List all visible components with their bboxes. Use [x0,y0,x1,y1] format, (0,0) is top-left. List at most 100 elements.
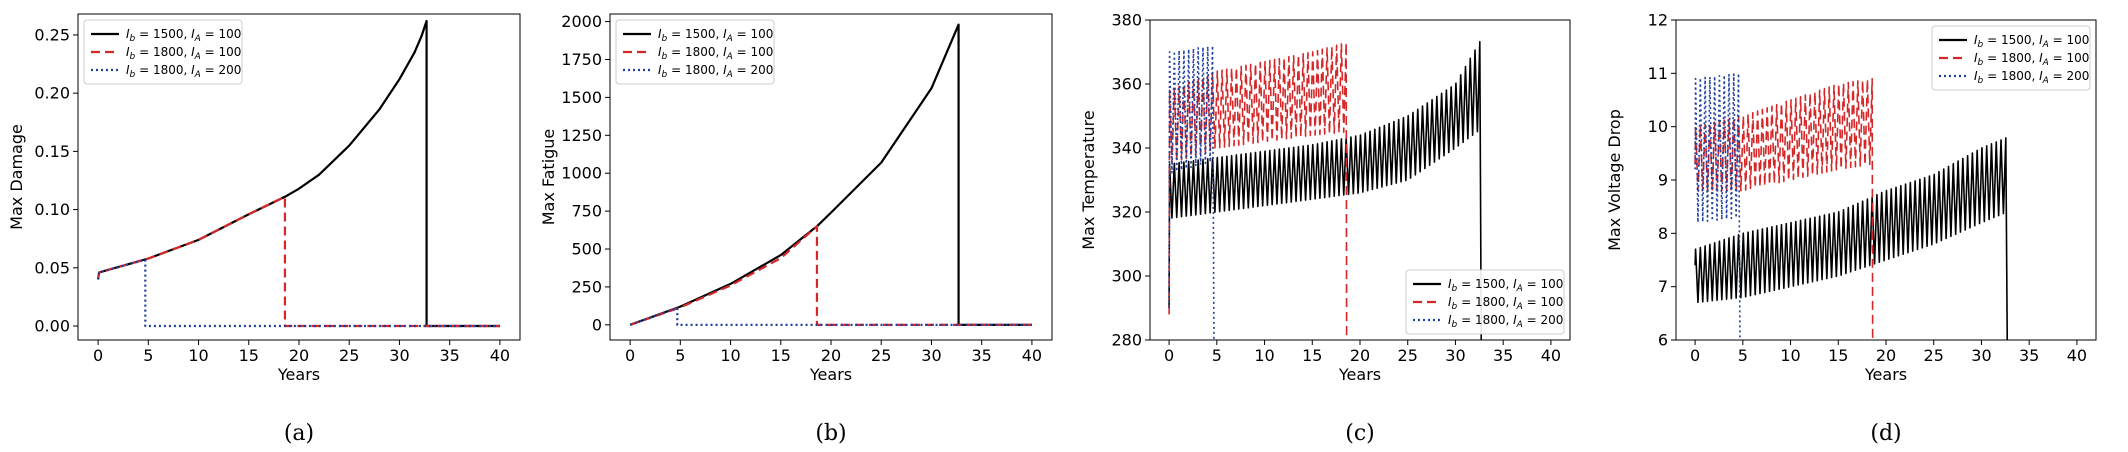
x-tick-label: 5 [1738,346,1748,365]
x-tick-label: 15 [771,346,791,365]
x-tick-label: 0 [1690,346,1700,365]
x-tick-label: 0 [625,346,635,365]
x-axis-label: Years [1338,365,1381,384]
y-tick-label: 340 [1111,139,1142,158]
x-tick-label: 25 [871,346,891,365]
y-tick-label: 1250 [561,126,602,145]
x-tick-label: 40 [490,346,510,365]
panel-caption: (a) [284,421,314,446]
legend-label: Ib = 1800, IA = 100 [126,45,241,62]
x-tick-label: 15 [1828,346,1848,365]
panel-caption: (c) [1345,421,1375,446]
x-axis-label: Years [277,365,320,384]
series-line-3 [1694,72,1741,340]
x-tick-label: 35 [2019,346,2039,365]
y-tick-label: 380 [1111,11,1142,30]
y-tick-label: 300 [1111,267,1142,286]
legend-label: Ib = 1800, IA = 200 [126,63,241,80]
y-tick-label: 0.25 [34,25,70,44]
x-tick-label: 30 [1445,346,1465,365]
legend-label: Ib = 1800, IA = 200 [1974,69,2089,86]
y-tick-label: 750 [571,202,602,221]
y-tick-label: 9 [1658,171,1668,190]
legend-box [83,19,243,85]
y-tick-label: 11 [1648,64,1668,83]
x-tick-label: 40 [1022,346,1042,365]
y-tick-label: 320 [1111,203,1142,222]
y-tick-label: 280 [1111,331,1142,350]
y-tick-label: 0.20 [34,84,70,103]
series-line-2 [1168,41,1348,340]
series-line-2 [97,195,500,328]
x-tick-label: 30 [1971,346,1991,365]
series-line-3 [1168,45,1215,340]
y-tick-label: 0 [592,315,602,334]
x-tick-label: 5 [675,346,685,365]
y-tick-label: 0.15 [34,142,70,161]
series-line-1 [1168,40,1483,340]
y-tick-label: 2000 [561,12,602,31]
x-tick-label: 15 [239,346,259,365]
legend-box [1931,25,2091,91]
y-tick-label: 1750 [561,50,602,69]
series-line-3 [97,258,500,328]
x-tick-label: 20 [1876,346,1896,365]
y-axis-label: Max Fatigue [539,129,558,226]
plot-area [629,23,1032,326]
legend-label: Ib = 1800, IA = 200 [658,63,773,80]
legend-label: Ib = 1800, IA = 200 [1448,313,1563,330]
legend-label: Ib = 1800, IA = 100 [1974,51,2089,68]
x-tick-label: 40 [1541,346,1561,365]
x-tick-label: 10 [720,346,740,365]
legend-label: Ib = 1500, IA = 100 [126,27,241,44]
series-line-3 [629,307,1032,326]
legend-label: Ib = 1800, IA = 100 [1448,295,1563,312]
x-tick-label: 35 [972,346,992,365]
x-tick-label: 10 [188,346,208,365]
legend-box [615,19,775,85]
x-tick-label: 15 [1302,346,1322,365]
y-tick-label: 1000 [561,164,602,183]
y-axis-label: Max Voltage Drop [1605,109,1624,251]
y-tick-label: 12 [1648,11,1668,30]
chart-panel-4: 0 5 10 15 20 25 30 35 40 6 7 8 9 10 11 12 Years Max Volta… [1605,11,2097,446]
x-tick-label: 5 [1212,346,1222,365]
chart-panel-1: 0 5 10 15 20 25 30 35 40 0.00 0.05 0.10 0.15 0.20 0.25… [7,13,521,446]
y-tick-label: 500 [571,240,602,259]
y-axis-label: Max Damage [7,124,26,230]
plot-area [1694,72,2009,340]
x-tick-label: 35 [1493,346,1513,365]
panel-caption: (d) [1870,421,1901,446]
y-tick-label: 0.10 [34,200,70,219]
x-tick-label: 20 [289,346,309,365]
x-tick-label: 35 [440,346,460,365]
y-tick-label: 7 [1658,277,1668,296]
x-axis-label: Years [809,365,852,384]
x-tick-label: 25 [1398,346,1418,365]
x-tick-label: 5 [143,346,153,365]
series-line-2 [1694,77,1874,340]
legend-label: Ib = 1500, IA = 100 [1448,277,1563,294]
y-tick-label: 8 [1658,224,1668,243]
y-tick-label: 360 [1111,75,1142,94]
y-axis-label: Max Temperature [1079,110,1098,250]
legend-box [1405,269,1565,335]
y-tick-label: 0.05 [34,258,70,277]
legend-label: Ib = 1800, IA = 100 [658,45,773,62]
x-tick-label: 10 [1254,346,1274,365]
plot-area [1168,40,1483,340]
chart-panel-2: 0 5 10 15 20 25 30 35 40 0 250 500 750 1000 1250 1500 17… [539,12,1053,446]
y-tick-label: 250 [571,277,602,296]
plot-area [97,19,500,328]
x-tick-label: 40 [2067,346,2087,365]
legend-label: Ib = 1500, IA = 100 [1974,33,2089,50]
legend-label: Ib = 1500, IA = 100 [658,27,773,44]
x-tick-label: 10 [1780,346,1800,365]
series-line-1 [1694,137,2009,340]
